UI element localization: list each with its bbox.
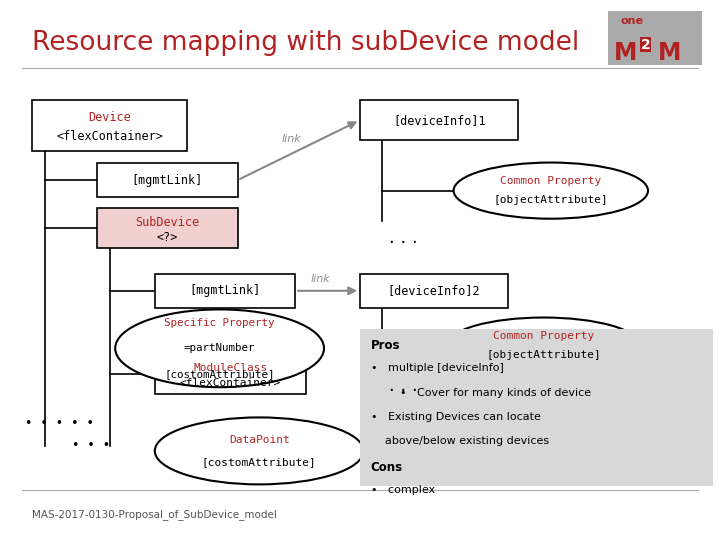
Text: link: link bbox=[310, 274, 330, 284]
Text: . . .: . . . bbox=[389, 377, 418, 395]
Text: M: M bbox=[613, 40, 636, 64]
Text: •   complex: • complex bbox=[371, 485, 435, 495]
FancyBboxPatch shape bbox=[360, 329, 713, 486]
Text: Specific Property: Specific Property bbox=[164, 318, 275, 328]
Text: [mgmtLink]: [mgmtLink] bbox=[132, 173, 203, 187]
Text: Resource mapping with subDevice model: Resource mapping with subDevice model bbox=[32, 30, 580, 56]
Text: <flexContainer>: <flexContainer> bbox=[56, 130, 163, 143]
Text: •  •  •: • • • bbox=[72, 439, 110, 452]
Ellipse shape bbox=[454, 163, 648, 219]
Text: Cons: Cons bbox=[371, 461, 403, 474]
FancyBboxPatch shape bbox=[97, 163, 238, 197]
Text: Device: Device bbox=[89, 111, 131, 124]
Text: Pros: Pros bbox=[371, 339, 400, 352]
Text: •   Existing Devices can locate: • Existing Devices can locate bbox=[371, 412, 541, 422]
Text: [deviceInfo]2: [deviceInfo]2 bbox=[387, 284, 480, 298]
Text: [costomAttribute]: [costomAttribute] bbox=[164, 369, 275, 379]
Text: [objectAttribute]: [objectAttribute] bbox=[493, 195, 608, 205]
Ellipse shape bbox=[115, 309, 324, 387]
Text: above/below existing devices: above/below existing devices bbox=[385, 436, 549, 447]
Text: =partNumber: =partNumber bbox=[184, 343, 256, 353]
Ellipse shape bbox=[446, 318, 641, 374]
Text: . . .: . . . bbox=[389, 228, 418, 247]
Text: [mgmtLink]: [mgmtLink] bbox=[189, 284, 261, 298]
FancyBboxPatch shape bbox=[155, 354, 306, 394]
FancyBboxPatch shape bbox=[608, 11, 702, 65]
Text: link: link bbox=[282, 133, 302, 144]
Text: 2: 2 bbox=[641, 38, 651, 52]
Text: [costomAttribute]: [costomAttribute] bbox=[202, 457, 317, 467]
Text: MAS-2017-0130-Proposal_of_SubDevice_model: MAS-2017-0130-Proposal_of_SubDevice_mode… bbox=[32, 509, 277, 519]
Text: Common Property: Common Property bbox=[493, 332, 594, 341]
Text: [deviceInfo]1: [deviceInfo]1 bbox=[393, 113, 485, 127]
Text: [objectAttribute]: [objectAttribute] bbox=[486, 350, 601, 360]
Text: M: M bbox=[658, 40, 681, 64]
Text: <flexContainer>: <flexContainer> bbox=[180, 378, 281, 388]
FancyBboxPatch shape bbox=[360, 274, 508, 308]
Text: •   multiple [deviceInfo]: • multiple [deviceInfo] bbox=[371, 363, 504, 374]
FancyBboxPatch shape bbox=[155, 274, 295, 308]
Ellipse shape bbox=[155, 417, 364, 484]
Text: Common Property: Common Property bbox=[500, 177, 601, 186]
Text: ModuleClass: ModuleClass bbox=[193, 363, 268, 373]
FancyBboxPatch shape bbox=[97, 208, 238, 248]
Text: •  •  •  •  •: • • • • • bbox=[25, 417, 94, 430]
Text: one: one bbox=[621, 16, 644, 26]
FancyBboxPatch shape bbox=[32, 100, 187, 151]
Text: <?>: <?> bbox=[157, 231, 178, 244]
Text: •   Cover for many kinds of device: • Cover for many kinds of device bbox=[400, 388, 590, 398]
Text: SubDevice: SubDevice bbox=[135, 215, 199, 228]
FancyBboxPatch shape bbox=[360, 100, 518, 140]
Text: DataPoint: DataPoint bbox=[229, 435, 289, 445]
